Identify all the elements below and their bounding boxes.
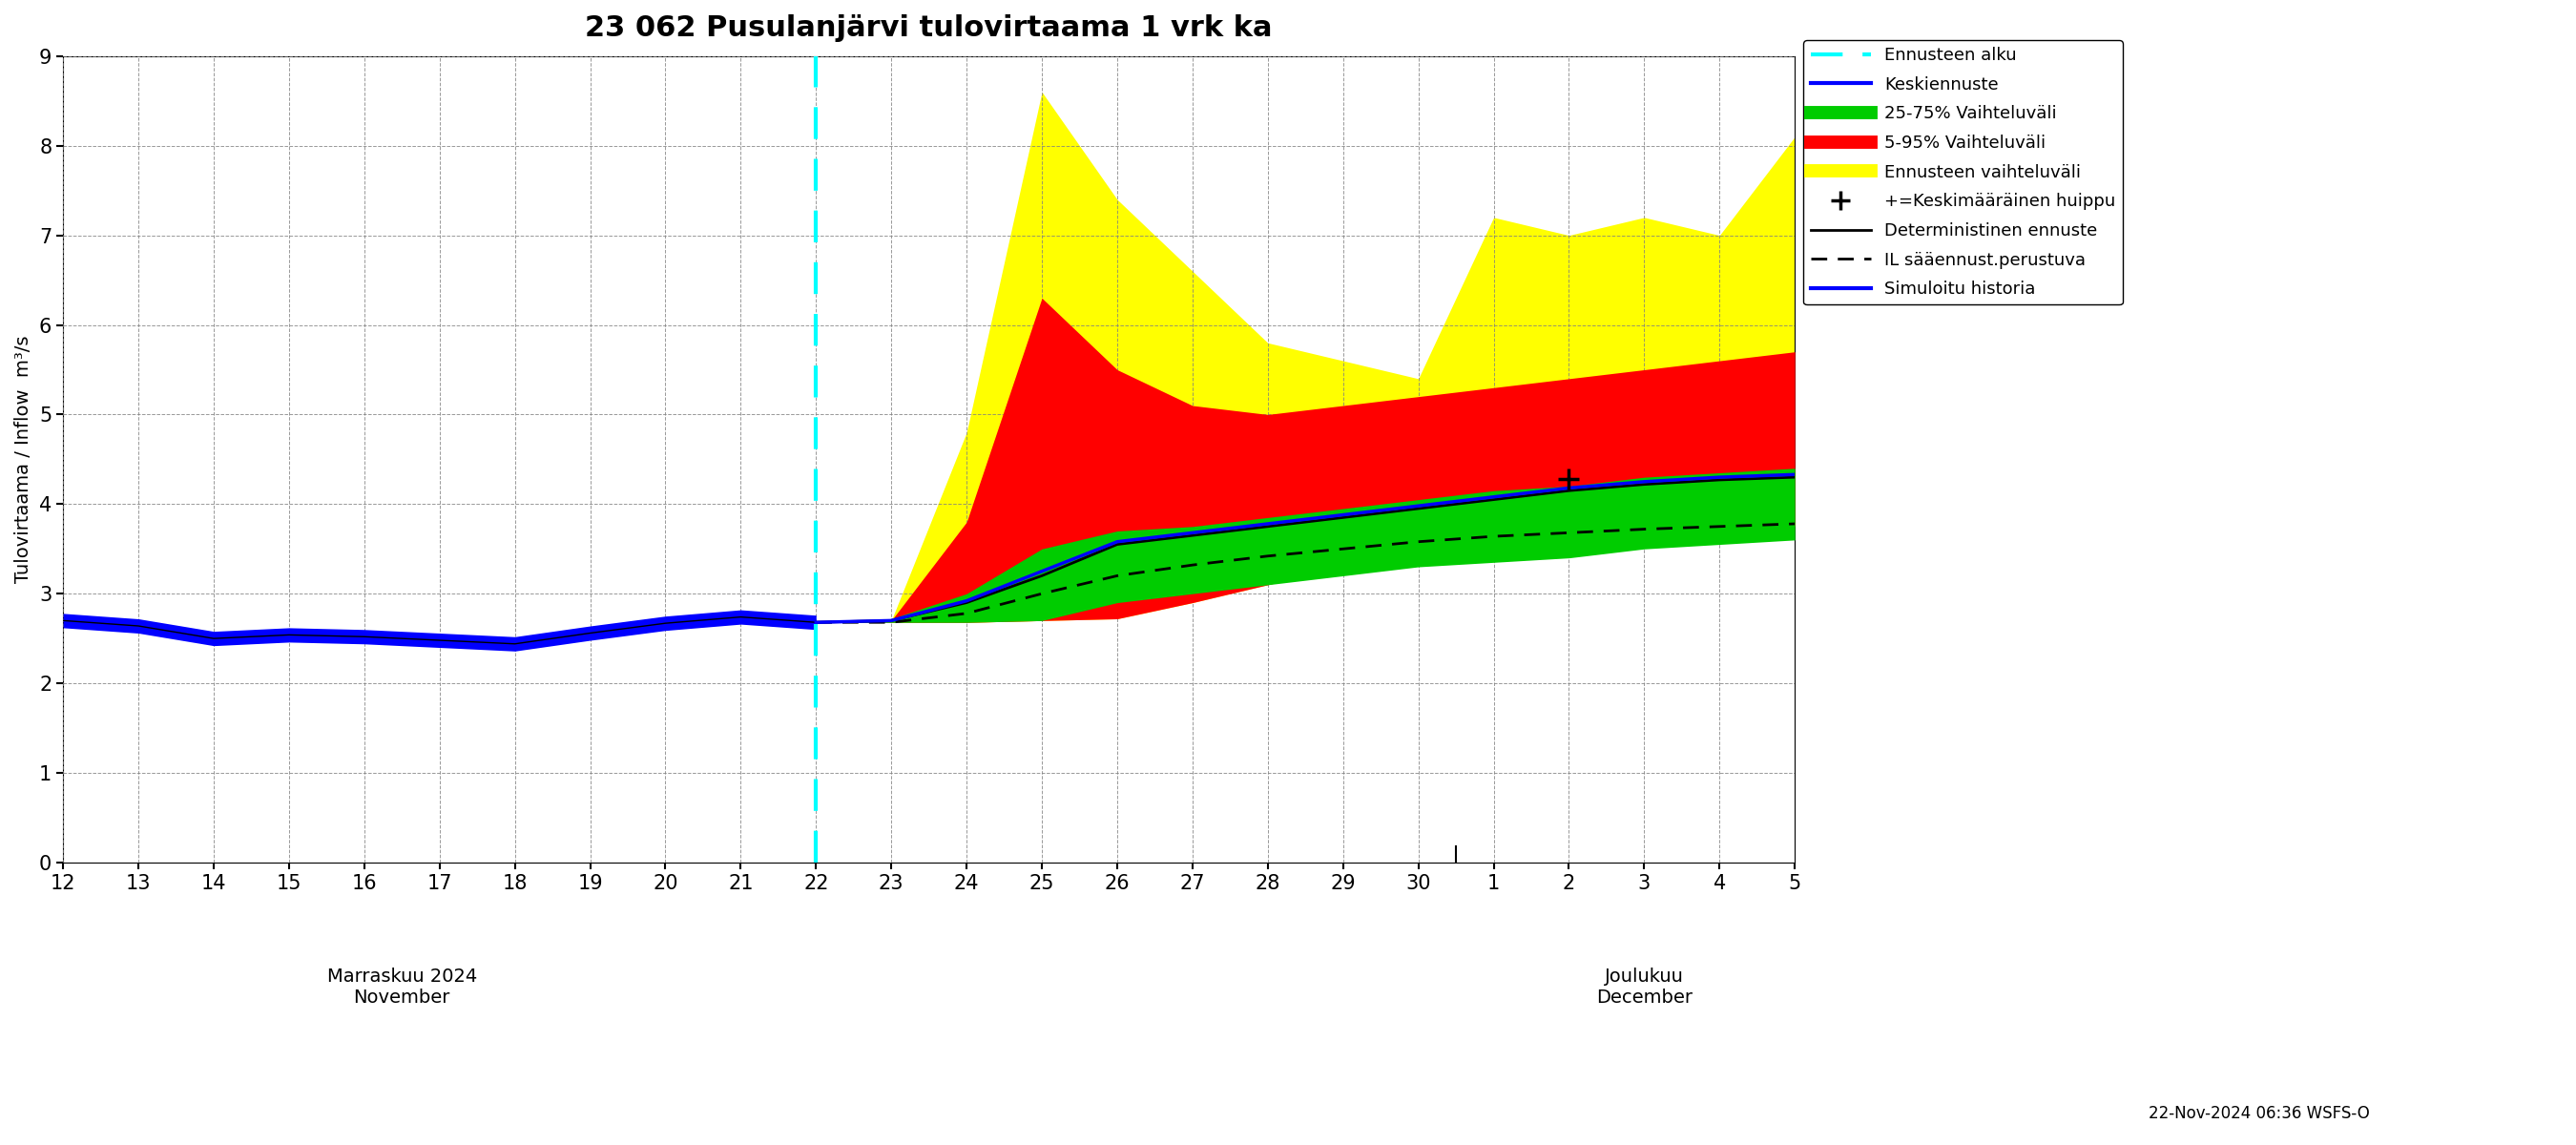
Text: Joulukuu
December: Joulukuu December bbox=[1597, 968, 1692, 1006]
Text: Marraskuu 2024
November: Marraskuu 2024 November bbox=[327, 968, 477, 1006]
Y-axis label: Tulovirtaama / Inflow  m³/s: Tulovirtaama / Inflow m³/s bbox=[15, 335, 33, 583]
Text: 22-Nov-2024 06:36 WSFS-O: 22-Nov-2024 06:36 WSFS-O bbox=[2148, 1105, 2370, 1122]
Title: 23 062 Pusulanjärvi tulovirtaama 1 vrk ka: 23 062 Pusulanjärvi tulovirtaama 1 vrk k… bbox=[585, 14, 1273, 42]
Legend: Ennusteen alku, Keskiennuste, 25-75% Vaihteluväli, 5-95% Vaihteluväli, Ennusteen: Ennusteen alku, Keskiennuste, 25-75% Vai… bbox=[1803, 40, 2123, 305]
